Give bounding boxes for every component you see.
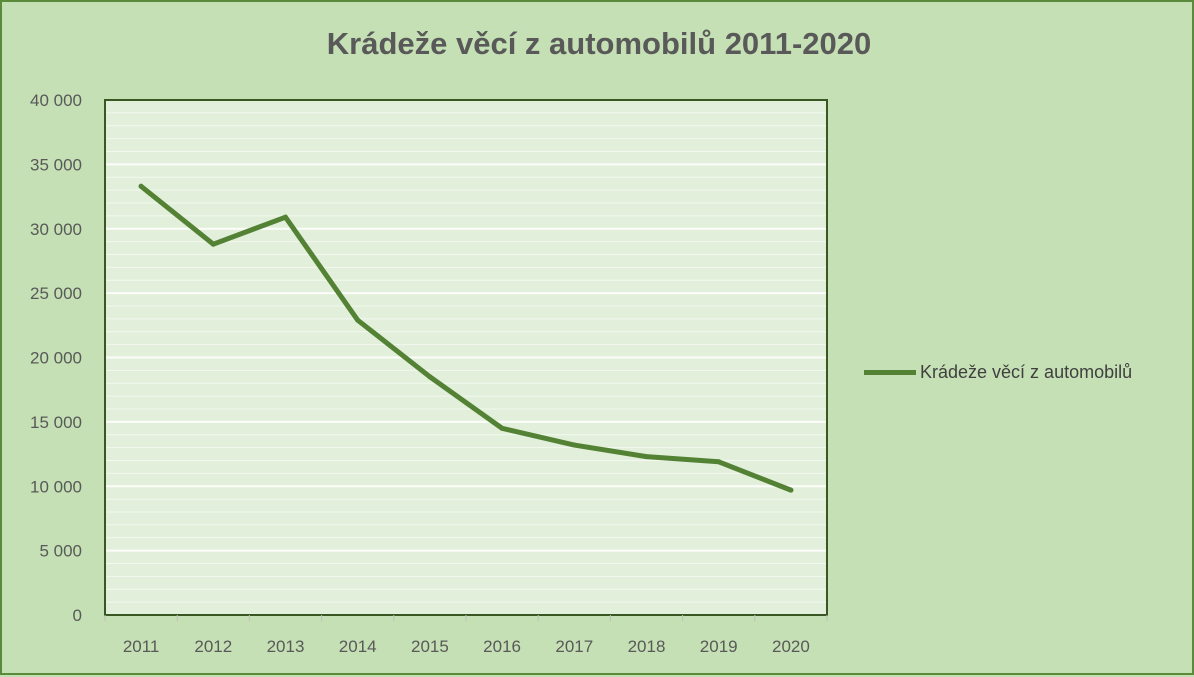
y-tick-label: 5 000 [39, 542, 82, 561]
x-tick-label: 2019 [700, 637, 738, 656]
data-point [571, 442, 577, 448]
x-tick-label: 2016 [483, 637, 521, 656]
chart-title: Krádeže věcí z automobilů 2011-2020 [326, 26, 872, 61]
y-tick-label: 15 000 [30, 413, 82, 432]
y-tick-label: 10 000 [30, 477, 82, 496]
y-tick-label: 30 000 [30, 220, 82, 239]
y-tick-label: 35 000 [30, 155, 82, 174]
x-tick-label: 2013 [267, 637, 305, 656]
series-line [138, 183, 794, 493]
x-tick-label: 2017 [555, 637, 593, 656]
x-tick-label: 2015 [411, 637, 449, 656]
data-point [355, 317, 361, 323]
data-point [644, 454, 649, 460]
y-tick-label: 0 [73, 606, 82, 625]
data-point [788, 487, 794, 493]
data-point [716, 459, 722, 465]
y-tick-label: 20 000 [30, 349, 82, 368]
x-tick-label: 2014 [339, 637, 377, 656]
legend-label: Krádeže věcí z automobilů [920, 362, 1133, 382]
y-tick-label: 40 000 [30, 91, 82, 110]
data-point [499, 425, 505, 431]
x-tick-label: 2020 [772, 637, 810, 656]
data-point [283, 214, 288, 220]
x-tick-label: 2018 [628, 637, 666, 656]
legend-line-marker [864, 370, 916, 375]
x-tick-label: 2012 [194, 637, 232, 656]
data-point [210, 241, 216, 247]
data-point [138, 183, 144, 189]
legend: Krádeže věcí z automobilů [864, 362, 1132, 383]
data-point [427, 374, 433, 380]
y-tick-label: 25 000 [30, 284, 82, 303]
x-tick-label: 2011 [123, 637, 160, 656]
